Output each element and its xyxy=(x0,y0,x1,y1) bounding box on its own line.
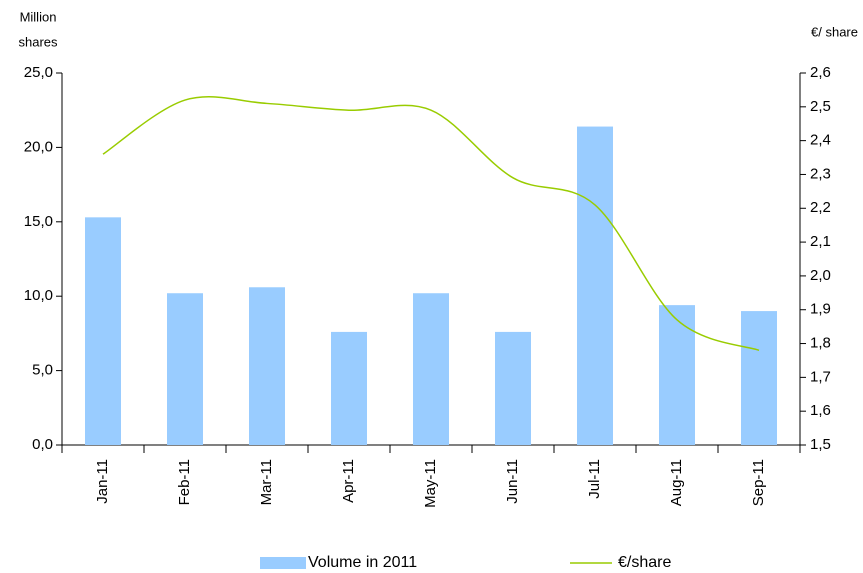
y-tick-label: 10,0 xyxy=(24,287,53,304)
y2-tick-label: 1,5 xyxy=(810,436,831,453)
y2-tick-label: 2,5 xyxy=(810,98,831,115)
y-tick-label: 20,0 xyxy=(24,138,53,155)
y2-tick-label: 2,0 xyxy=(810,267,831,284)
x-tick-label: Jun-11 xyxy=(504,459,521,504)
y-axis-title: Million xyxy=(20,9,57,24)
x-tick-label: Jul-11 xyxy=(586,459,603,499)
y2-tick-label: 2,3 xyxy=(810,165,831,182)
bar xyxy=(495,331,531,445)
x-tick-label: Mar-11 xyxy=(258,459,275,505)
bar xyxy=(167,293,203,445)
y2-tick-label: 2,4 xyxy=(810,132,831,149)
bar xyxy=(331,331,367,445)
legend-label: Volume in 2011 xyxy=(308,554,417,571)
bar xyxy=(659,305,695,445)
y2-tick-label: 2,2 xyxy=(810,199,831,216)
line xyxy=(102,95,760,352)
y2-tick-label: 1,6 xyxy=(810,402,831,419)
bar xyxy=(249,287,285,445)
y2-tick-label: 2,1 xyxy=(810,233,831,250)
x-tick-label: Sep-11 xyxy=(750,459,767,506)
y-tick-label: 15,0 xyxy=(24,213,53,230)
legend-swatch xyxy=(260,557,306,569)
bar xyxy=(741,311,777,445)
x-tick-label: Jan-11 xyxy=(94,459,111,504)
y-tick-label: 5,0 xyxy=(32,362,53,379)
x-tick-label: Apr-11 xyxy=(340,459,357,503)
y2-axis-title: €/ share xyxy=(811,24,858,39)
x-tick-label: Aug-11 xyxy=(668,459,685,506)
y-axis-title: shares xyxy=(18,34,58,49)
y2-tick-label: 1,7 xyxy=(810,368,831,385)
bar xyxy=(85,217,121,445)
bar xyxy=(413,293,449,445)
x-tick-label: Feb-11 xyxy=(176,459,193,505)
x-tick-label: May-11 xyxy=(422,459,439,508)
y2-tick-label: 1,9 xyxy=(810,301,831,318)
y-tick-label: 25,0 xyxy=(24,64,53,81)
y2-tick-label: 2,6 xyxy=(810,64,831,81)
y2-tick-label: 1,8 xyxy=(810,335,831,352)
bar xyxy=(577,126,613,446)
y-tick-label: 0,0 xyxy=(32,436,53,453)
legend-label: €/share xyxy=(618,554,671,571)
